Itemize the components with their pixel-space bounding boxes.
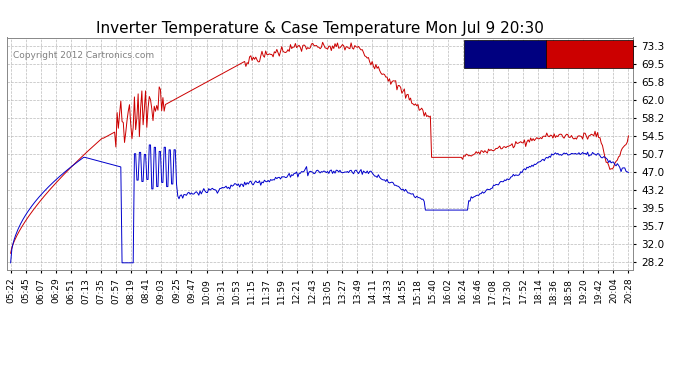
Title: Inverter Temperature & Case Temperature Mon Jul 9 20:30: Inverter Temperature & Case Temperature … bbox=[96, 21, 544, 36]
FancyBboxPatch shape bbox=[464, 40, 546, 68]
Text: Inverter  (°C): Inverter (°C) bbox=[549, 49, 616, 58]
Text: Copyright 2012 Cartronics.com: Copyright 2012 Cartronics.com bbox=[13, 51, 155, 60]
FancyBboxPatch shape bbox=[546, 40, 633, 68]
Text: Case  (°C): Case (°C) bbox=[467, 49, 518, 58]
